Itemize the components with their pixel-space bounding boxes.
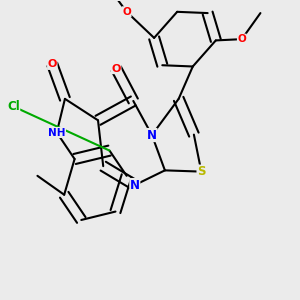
Text: O: O — [238, 34, 246, 44]
Text: S: S — [197, 165, 206, 178]
Text: O: O — [48, 59, 57, 69]
Text: N: N — [130, 178, 140, 192]
Text: N: N — [147, 128, 157, 142]
Text: O: O — [122, 7, 131, 17]
Text: O: O — [112, 64, 121, 74]
Text: NH: NH — [48, 128, 65, 137]
Text: Cl: Cl — [7, 100, 20, 113]
